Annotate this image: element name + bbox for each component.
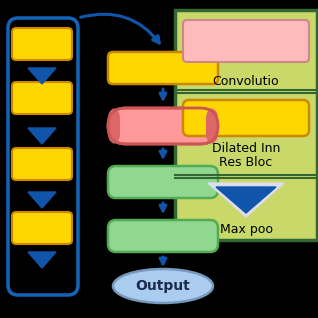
FancyBboxPatch shape: [12, 148, 72, 180]
Text: Convolutio: Convolutio: [213, 75, 279, 88]
FancyBboxPatch shape: [108, 108, 218, 144]
FancyBboxPatch shape: [12, 212, 72, 244]
FancyBboxPatch shape: [12, 28, 72, 60]
FancyBboxPatch shape: [108, 108, 120, 144]
Polygon shape: [28, 192, 56, 208]
Polygon shape: [216, 187, 276, 213]
Text: Max poo: Max poo: [219, 223, 273, 236]
FancyBboxPatch shape: [175, 10, 317, 240]
FancyBboxPatch shape: [108, 220, 218, 252]
Ellipse shape: [113, 269, 213, 303]
Polygon shape: [208, 183, 284, 217]
FancyBboxPatch shape: [206, 108, 218, 144]
Text: Res Bloc: Res Bloc: [219, 156, 273, 169]
Polygon shape: [28, 128, 56, 144]
Polygon shape: [28, 68, 56, 84]
FancyBboxPatch shape: [183, 100, 309, 136]
FancyBboxPatch shape: [108, 166, 218, 198]
Text: Output: Output: [135, 279, 190, 293]
Polygon shape: [28, 252, 56, 268]
FancyBboxPatch shape: [108, 52, 218, 84]
FancyBboxPatch shape: [183, 20, 309, 62]
FancyBboxPatch shape: [12, 82, 72, 114]
Text: Dilated Inn: Dilated Inn: [212, 142, 280, 155]
